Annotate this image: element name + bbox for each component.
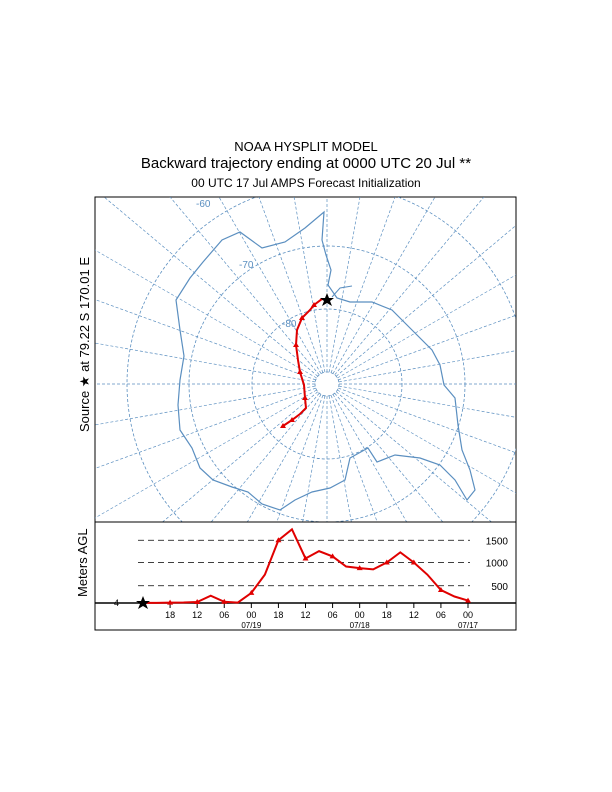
- meridian-line: [332, 197, 436, 374]
- y-tick-label: 1500: [486, 536, 509, 547]
- trajectory-marker: [302, 395, 308, 400]
- x-tick-label: 12: [300, 610, 310, 620]
- map-frame: [94, 196, 517, 523]
- profile-source-star-icon: [136, 596, 150, 609]
- lat-label-80: -80: [282, 319, 297, 330]
- trajectory-marker: [297, 369, 303, 374]
- meridian-line: [161, 391, 319, 522]
- meridian-line: [258, 197, 324, 373]
- height-marker: [275, 537, 282, 543]
- trajectory-marker: [289, 417, 295, 422]
- meridian-line: [276, 395, 324, 522]
- trajectory-marker: [311, 302, 317, 307]
- height-marker: [356, 565, 363, 571]
- x-tick-label: 12: [192, 610, 202, 620]
- date-label: 07/17: [458, 621, 479, 630]
- meridian-line: [95, 249, 317, 379]
- height-marker: [465, 597, 471, 603]
- height-series-markers: [140, 537, 471, 605]
- y-tick-label: 500: [491, 582, 508, 593]
- height-marker: [302, 555, 309, 561]
- trajectory-marker: [280, 423, 286, 428]
- meridian-line: [335, 224, 516, 377]
- height-marker: [167, 599, 174, 605]
- ross-ice-shelf-edge: [331, 285, 353, 298]
- meridian-line: [95, 387, 316, 469]
- source-label: Source ★ at 79.22 S 170.01 E: [77, 257, 92, 432]
- meridian-line: [337, 389, 516, 494]
- reference-lines: 500 1000 1500: [138, 536, 508, 593]
- meridian-line: [334, 392, 444, 522]
- date-label: 07/18: [350, 621, 371, 630]
- x-axis-dates: 07/19 07/18 07/17: [241, 621, 478, 630]
- model-name: NOAA HYSPLIT MODEL: [234, 139, 378, 154]
- x-tick-label: 18: [165, 610, 175, 620]
- x-axis-ticks: 18 12 06 00 18 12 06 00 18 12 06 00: [165, 603, 473, 620]
- meridian-line: [210, 392, 320, 522]
- y-tick-label: 1000: [486, 559, 509, 570]
- lat-label-70: -70: [239, 260, 254, 271]
- height-marker: [383, 559, 390, 565]
- meridian-line: [330, 395, 378, 522]
- date-label: 07/19: [241, 621, 262, 630]
- meridian-line: [103, 197, 319, 377]
- meridian-line: [338, 314, 516, 381]
- meridian-line: [246, 394, 322, 522]
- meridian-line: [337, 274, 516, 379]
- trajectory-markers: [280, 302, 317, 428]
- profile-ylabel: Meters AGL: [75, 528, 90, 597]
- latitude-circle-2: [188, 245, 466, 522]
- meridian-line: [95, 299, 316, 381]
- x-tick-label: 18: [382, 610, 392, 620]
- meridian-line: [338, 350, 516, 383]
- meridian-line: [95, 342, 316, 383]
- meridian-line: [218, 197, 322, 374]
- meridian-line: [328, 197, 361, 373]
- meridian-line: [328, 395, 352, 522]
- meridian-line: [334, 197, 485, 376]
- profile-frame: [94, 521, 517, 631]
- meridian-line: [169, 197, 320, 376]
- trajectory-marker: [299, 315, 305, 320]
- x-tick-label: 00: [355, 610, 365, 620]
- x-tick-label: 06: [219, 610, 229, 620]
- x-tick-label: 00: [246, 610, 256, 620]
- height-marker: [194, 598, 201, 604]
- height-marker: [437, 587, 444, 593]
- x-tick-label: 06: [328, 610, 338, 620]
- x-tick-label: 12: [409, 610, 419, 620]
- meridian-line: [335, 391, 493, 522]
- source-star-icon: [320, 293, 334, 306]
- latitude-circle-0: [314, 371, 340, 397]
- meridian-line: [95, 389, 317, 519]
- meridian-line: [293, 197, 326, 373]
- trajectory-marker: [293, 342, 299, 347]
- meridian-line: [332, 394, 408, 522]
- x-tick-label: 00: [463, 610, 473, 620]
- x-tick-label: 18: [273, 610, 283, 620]
- meridian-line: [338, 387, 516, 454]
- x-tick-label: 06: [436, 610, 446, 620]
- meridian-line: [330, 197, 396, 373]
- lat-label-60: -60: [196, 199, 211, 210]
- chart-title: Backward trajectory ending at 0000 UTC 2…: [140, 155, 472, 172]
- height-marker: [329, 553, 336, 559]
- meridian-line: [302, 395, 326, 522]
- antarctica-coastline: [175, 210, 476, 511]
- meridian-line: [338, 385, 516, 418]
- chart-subtitle: 00 UTC 17 Jul AMPS Forecast Initializati…: [191, 176, 421, 190]
- meridian-line: [95, 385, 316, 426]
- start-height-label: 4: [114, 598, 119, 608]
- height-marker: [248, 589, 255, 595]
- height-marker: [221, 598, 228, 604]
- height-marker: [410, 559, 417, 565]
